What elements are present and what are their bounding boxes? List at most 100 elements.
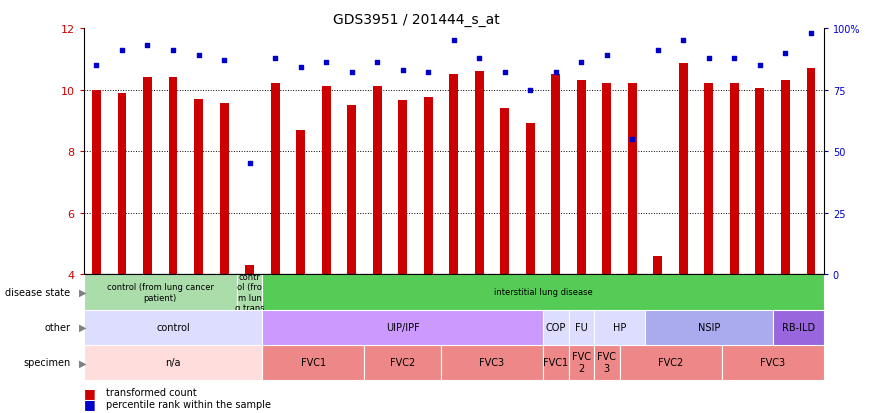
Point [89, 62, 103, 69]
Point [140, 43, 154, 50]
Text: FVC
3: FVC 3 [597, 351, 617, 373]
Bar [84, 310, 263, 345]
Text: control: control [156, 322, 190, 332]
Point [319, 60, 333, 66]
Bar [543, 310, 568, 345]
Text: NSIP: NSIP [698, 322, 720, 332]
Bar [806, 69, 816, 275]
Text: specimen: specimen [23, 357, 70, 368]
Bar [552, 75, 560, 275]
Text: ▶: ▶ [79, 322, 87, 332]
Point [753, 62, 767, 69]
Bar [475, 72, 484, 275]
Bar [645, 310, 773, 345]
Text: FVC1: FVC1 [300, 357, 326, 368]
Point [191, 52, 205, 59]
Point [472, 55, 486, 62]
Text: interstitial lung disease: interstitial lung disease [493, 288, 592, 297]
Bar [263, 275, 824, 310]
Point [702, 55, 716, 62]
Text: other: other [44, 322, 70, 332]
Bar [263, 345, 365, 380]
Point [421, 70, 435, 76]
Point [344, 70, 359, 76]
Text: contr
ol (fro
m lun
g trans: contr ol (fro m lun g trans [234, 272, 264, 312]
Point [804, 31, 818, 37]
Bar [543, 345, 568, 380]
Bar [84, 345, 263, 380]
Text: FVC3: FVC3 [479, 357, 505, 368]
Text: FVC2: FVC2 [658, 357, 684, 368]
Text: ▶: ▶ [79, 357, 87, 368]
Bar [577, 81, 586, 275]
Point [396, 67, 410, 74]
Bar [424, 98, 433, 275]
Bar [773, 310, 824, 345]
Text: control (from lung cancer
patient): control (from lung cancer patient) [107, 282, 214, 302]
Bar [449, 75, 458, 275]
Bar [603, 84, 611, 275]
Text: FU: FU [575, 322, 588, 332]
Point [447, 38, 461, 45]
Text: ■: ■ [84, 386, 95, 399]
Point [115, 48, 129, 55]
Bar [568, 310, 594, 345]
Text: FVC
2: FVC 2 [572, 351, 591, 373]
Bar [143, 78, 152, 275]
Bar [441, 345, 543, 380]
Bar [237, 275, 263, 310]
Bar [322, 87, 330, 275]
Point [370, 60, 384, 66]
Point [498, 70, 512, 76]
Text: UIP/IPF: UIP/IPF [386, 322, 419, 332]
Point [166, 48, 180, 55]
Bar [594, 345, 619, 380]
Bar [270, 84, 279, 275]
Text: transformed count: transformed count [106, 387, 196, 397]
Bar [526, 124, 535, 275]
Bar [219, 104, 228, 275]
Text: ■: ■ [84, 397, 95, 411]
Point [523, 87, 537, 94]
Bar [84, 275, 237, 310]
Bar [194, 100, 203, 275]
Point [574, 60, 589, 66]
Bar [730, 84, 739, 275]
Bar [628, 84, 637, 275]
Point [293, 65, 307, 71]
Point [651, 48, 665, 55]
Bar [679, 64, 688, 275]
Text: RB-ILD: RB-ILD [781, 322, 815, 332]
Bar [365, 345, 441, 380]
Point [677, 38, 691, 45]
Text: FVC3: FVC3 [760, 357, 785, 368]
Bar [347, 106, 356, 275]
Bar [296, 130, 305, 275]
Bar [263, 310, 543, 345]
Bar [705, 84, 714, 275]
Text: HP: HP [613, 322, 626, 332]
Bar [500, 109, 509, 275]
Bar [117, 93, 127, 275]
Point [549, 70, 563, 76]
Text: disease state: disease state [5, 287, 70, 297]
Bar [92, 90, 101, 275]
Bar [619, 345, 722, 380]
Point [626, 136, 640, 143]
Text: COP: COP [545, 322, 566, 332]
Point [242, 161, 256, 167]
Bar [568, 345, 594, 380]
Point [217, 57, 231, 64]
Bar [654, 256, 663, 275]
Bar [245, 266, 254, 275]
Text: n/a: n/a [166, 357, 181, 368]
Bar [594, 310, 645, 345]
Point [728, 55, 742, 62]
Bar [168, 78, 177, 275]
Text: FVC1: FVC1 [544, 357, 568, 368]
Bar [756, 89, 765, 275]
Title: GDS3951 / 201444_s_at: GDS3951 / 201444_s_at [333, 12, 500, 26]
Bar [722, 345, 824, 380]
Text: percentile rank within the sample: percentile rank within the sample [106, 399, 270, 409]
Point [268, 55, 282, 62]
